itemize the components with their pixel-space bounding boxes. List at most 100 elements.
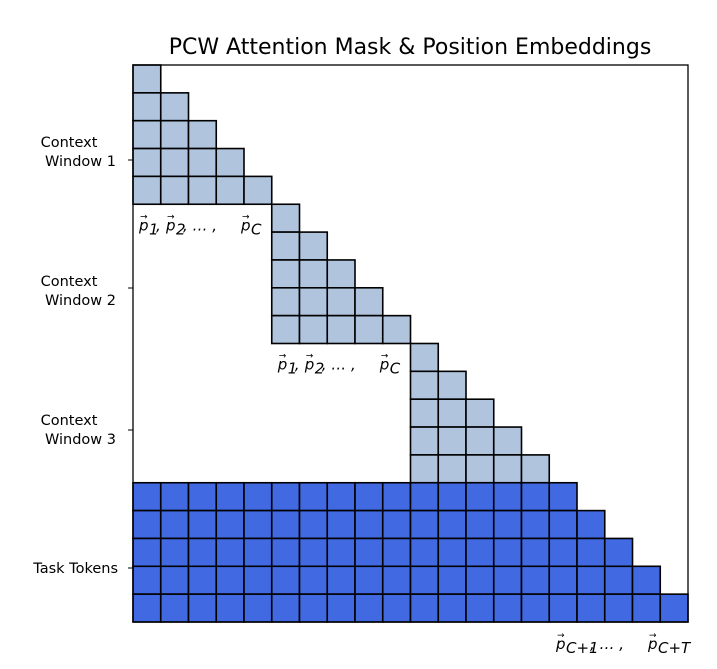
task-token-cell: [437, 537, 467, 568]
task-token-cell: [603, 593, 634, 623]
context-window-1-cell: [132, 175, 162, 206]
task-token-cell: [187, 593, 218, 623]
context-window-3-cell: [492, 426, 523, 456]
context-window-2-cell: [298, 231, 329, 261]
task-token-cell: [270, 509, 301, 540]
context-window-2-cell: [326, 259, 356, 289]
task-token-cell: [215, 565, 245, 595]
position-subscript: C+T: [658, 639, 692, 657]
vector-arrow-icon: →: [279, 352, 287, 362]
context-window-2-cell: [326, 314, 356, 345]
task-token-cell: [159, 565, 190, 595]
context-window-1-cell: [159, 92, 190, 122]
task-token-cell: [576, 593, 606, 623]
task-token-cell: [243, 565, 273, 595]
task-token-cell: [298, 537, 329, 568]
context-window-2-cell: [354, 314, 384, 345]
task-token-cell: [270, 565, 301, 595]
vector-arrow-icon: →: [167, 212, 175, 222]
task-token-cell: [298, 509, 329, 540]
context-window-2-cell: [326, 286, 356, 317]
context-window-3-cell: [409, 342, 440, 373]
position-subscript: 2: [176, 220, 186, 238]
context-window-1-cell: [132, 92, 162, 122]
task-token-cell: [492, 481, 523, 512]
task-token-cell: [548, 537, 578, 568]
position-ellipsis: , … ,: [590, 635, 624, 653]
row-label-context-window-2: Context Window 2: [41, 274, 116, 309]
task-token-cell: [603, 565, 634, 595]
task-token-cell: [159, 593, 190, 623]
row-label-context-window-3: Context Window 3: [41, 413, 116, 448]
context-window-1-cell: [187, 175, 218, 206]
position-subscript: C: [390, 360, 401, 378]
task-token-cell: [326, 537, 356, 568]
mask-cells: [132, 64, 689, 623]
task-token-cell: [326, 481, 356, 512]
task-token-cell: [215, 481, 245, 512]
task-token-cell: [187, 565, 218, 595]
task-token-cell: [381, 565, 412, 595]
task-token-cell: [437, 565, 467, 595]
task-token-cell: [187, 537, 218, 568]
task-token-cell: [132, 509, 162, 540]
task-token-cell: [132, 481, 162, 512]
task-token-cell: [409, 537, 440, 568]
context-window-3-cell: [437, 426, 467, 456]
row-label-context-window-1: Context Window 1: [41, 135, 116, 170]
position-subscript: C+1: [566, 639, 599, 657]
task-token-cell: [187, 509, 218, 540]
task-token-cell: [243, 593, 273, 623]
task-token-cell: [354, 481, 384, 512]
task-token-cell: [492, 537, 523, 568]
context-window-2-cell: [298, 259, 329, 289]
task-token-cell: [381, 537, 412, 568]
context-window-3-cell: [409, 426, 440, 456]
context-window-3-cell: [492, 454, 523, 484]
context-window-2-position-label: p→1, p→2, … , p→C: [277, 352, 401, 378]
vector-arrow-icon: →: [381, 352, 389, 362]
task-token-cell: [187, 481, 218, 512]
task-token-cell: [326, 509, 356, 540]
task-token-cell: [409, 481, 440, 512]
task-token-cell: [437, 481, 467, 512]
context-window-2-cell: [270, 286, 301, 317]
task-token-cell: [270, 537, 301, 568]
context-window-1-cell: [132, 147, 162, 178]
context-window-1-cell: [215, 147, 245, 178]
task-token-cell: [465, 481, 495, 512]
task-token-cell: [576, 537, 606, 568]
context-window-1-cell: [159, 147, 190, 178]
context-window-3-cell: [409, 370, 440, 401]
vector-arrow-icon: →: [649, 631, 657, 641]
task-token-cell: [548, 565, 578, 595]
task-token-cell: [520, 565, 551, 595]
task-token-cell: [520, 509, 551, 540]
task-token-cell: [437, 593, 467, 623]
position-subscript: C: [251, 220, 262, 238]
p-vector-symbol: p: [555, 635, 566, 653]
context-window-1-cell: [159, 175, 190, 206]
context-window-1-position-label: p→1, p→2, … , p→C: [138, 212, 262, 238]
context-window-3-cell: [465, 454, 495, 484]
position-separator: ,: [295, 356, 300, 374]
context-window-1-cell: [187, 119, 218, 150]
task-token-cell: [298, 593, 329, 623]
context-window-2-cell: [381, 314, 412, 345]
task-token-cell: [520, 537, 551, 568]
task-token-cell: [326, 593, 356, 623]
context-window-1-cell: [215, 175, 245, 206]
p-vector-symbol: p: [304, 356, 315, 374]
row-labels: Context Window 1 Context Window 2 Contex…: [32, 135, 133, 577]
task-token-cell: [381, 481, 412, 512]
task-token-cell: [603, 537, 634, 568]
context-window-1-cell: [243, 175, 273, 206]
p-vector-symbol: p: [647, 635, 658, 653]
position-subscript: 1: [149, 220, 159, 238]
position-ellipsis: , … ,: [183, 216, 217, 234]
position-subscript: 1: [288, 360, 298, 378]
task-token-cell: [354, 509, 384, 540]
task-token-cell: [354, 537, 384, 568]
vector-arrow-icon: →: [242, 212, 250, 222]
